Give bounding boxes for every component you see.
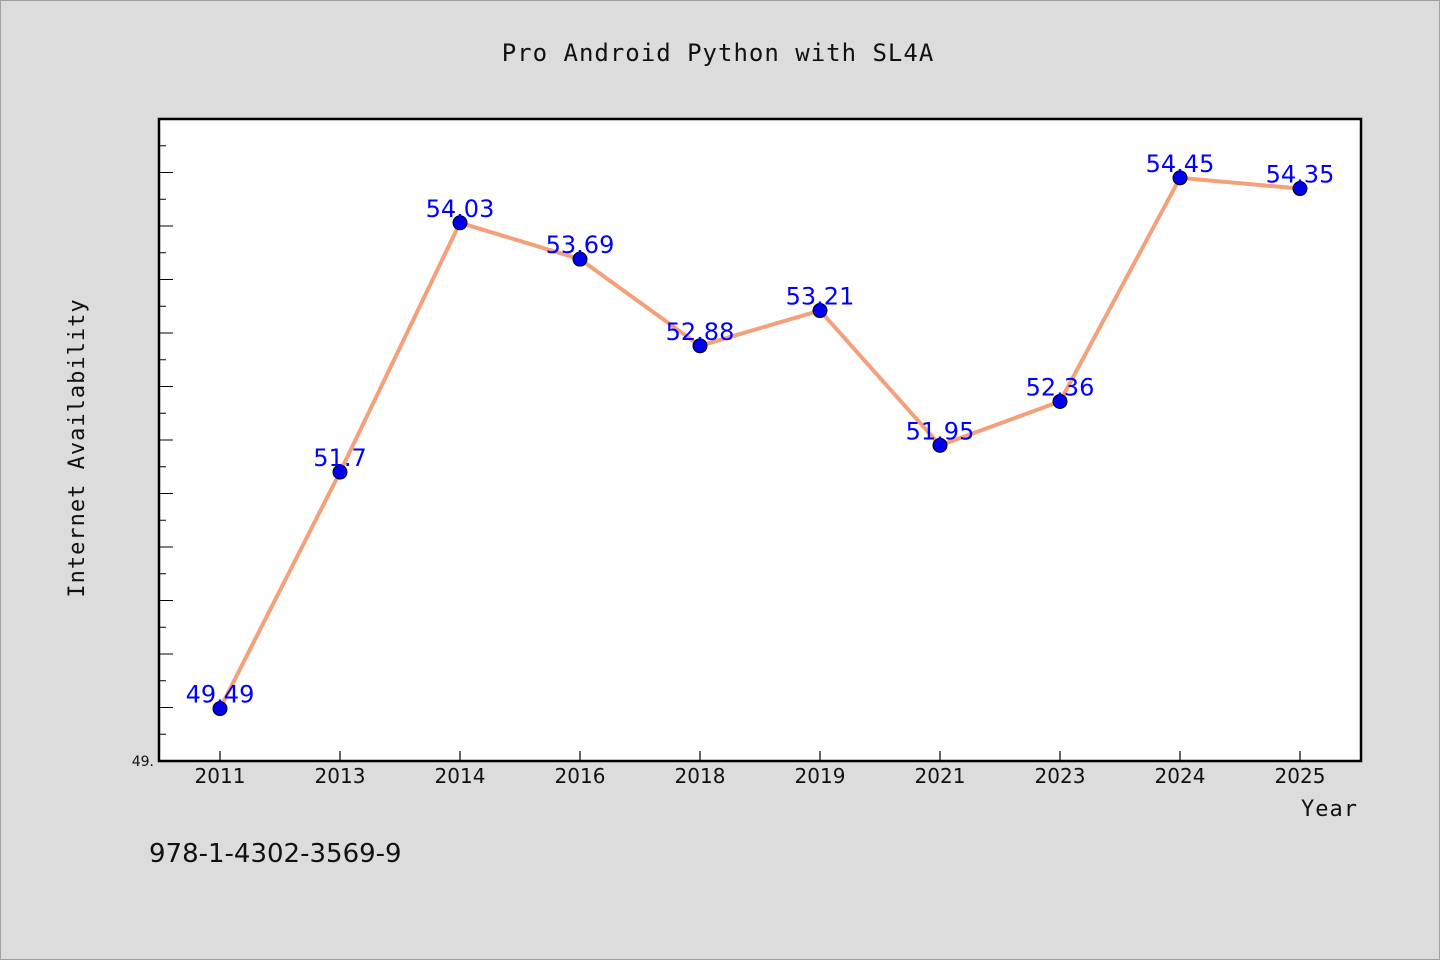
- data-point: [1292, 181, 1308, 197]
- footer-isbn: 978-1-4302-3569-9: [149, 839, 402, 869]
- data-point: [1172, 170, 1188, 186]
- x-tick-label: 2014: [435, 764, 486, 788]
- x-axis-label: Year: [1301, 797, 1358, 822]
- x-tick-label: 2023: [1035, 764, 1086, 788]
- data-label: 51.95: [906, 417, 975, 445]
- data-point: [332, 464, 348, 480]
- series-line: [218, 175, 1302, 711]
- x-tick-label: 2016: [555, 764, 606, 788]
- x-axis-ticks: 2011 2013 2014 2016 2018 2019 2021 2023 2024 2025: [195, 751, 1326, 788]
- y-axis-ticks: [159, 118, 173, 735]
- data-label: 49.49: [186, 681, 255, 709]
- data-point: [1052, 393, 1068, 409]
- x-tick-label: 2011: [195, 764, 246, 788]
- data-label: 54.03: [426, 195, 495, 223]
- y-tick-label: 49.: [132, 754, 154, 770]
- data-point: [572, 251, 588, 267]
- data-label: 54.45: [1146, 150, 1215, 178]
- x-tick-label: 2019: [795, 764, 846, 788]
- y-axis-label: Internet Availability: [65, 298, 90, 597]
- x-tick-label: 2013: [315, 764, 366, 788]
- data-label: 51.7: [313, 444, 366, 472]
- data-point: [452, 215, 468, 231]
- x-tick-label: 2018: [675, 764, 726, 788]
- data-point: [812, 303, 828, 319]
- data-label: 53.21: [786, 283, 855, 311]
- x-tick-label: 2021: [915, 764, 966, 788]
- data-point: [932, 437, 948, 453]
- data-point: [212, 701, 228, 717]
- chart-title: Pro Android Python with SL4A: [502, 39, 935, 67]
- x-tick-label: 2025: [1275, 764, 1326, 788]
- data-label: 52.36: [1026, 373, 1095, 401]
- data-label: 54.35: [1266, 161, 1335, 189]
- x-tick-label: 2024: [1155, 764, 1206, 788]
- plot-area: [157, 117, 1363, 763]
- data-label: 53.69: [546, 231, 615, 259]
- series-group: 49.49 51.7 54.03 53.69 52.88 53.21 51.95 52.36 5…: [186, 150, 1335, 717]
- data-point: [692, 338, 708, 354]
- data-label: 52.88: [666, 318, 735, 346]
